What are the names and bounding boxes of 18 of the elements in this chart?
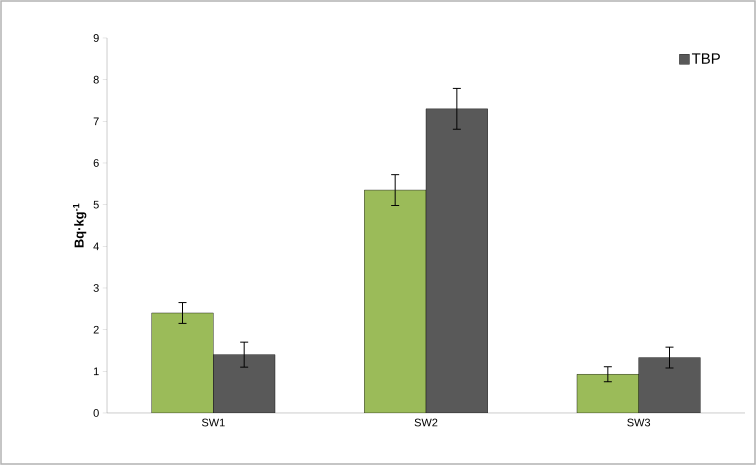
- legend-label: TBP: [692, 53, 720, 64]
- y-tick-label: 4: [93, 242, 99, 250]
- bar: [576, 374, 639, 413]
- x-tick-label: SW1: [202, 418, 225, 426]
- y-tick-label: 1: [94, 368, 99, 376]
- x-tick-label: SW3: [627, 418, 650, 426]
- y-tick-label: 8: [94, 76, 99, 84]
- y-tick-label: 3: [94, 284, 99, 292]
- y-tick-label: 5: [94, 200, 99, 208]
- bar: [151, 312, 214, 413]
- y-tick-label: 9: [94, 34, 99, 42]
- x-tick-label: SW2: [414, 418, 438, 426]
- y-tick-label: 2: [94, 326, 99, 334]
- text: Bq·kg$^{-1}$: [72, 204, 86, 248]
- y-tick-label: 0: [94, 409, 99, 417]
- bar: [364, 190, 426, 413]
- y-tick-label: 7: [94, 118, 99, 126]
- y-tick-label: 6: [94, 159, 99, 167]
